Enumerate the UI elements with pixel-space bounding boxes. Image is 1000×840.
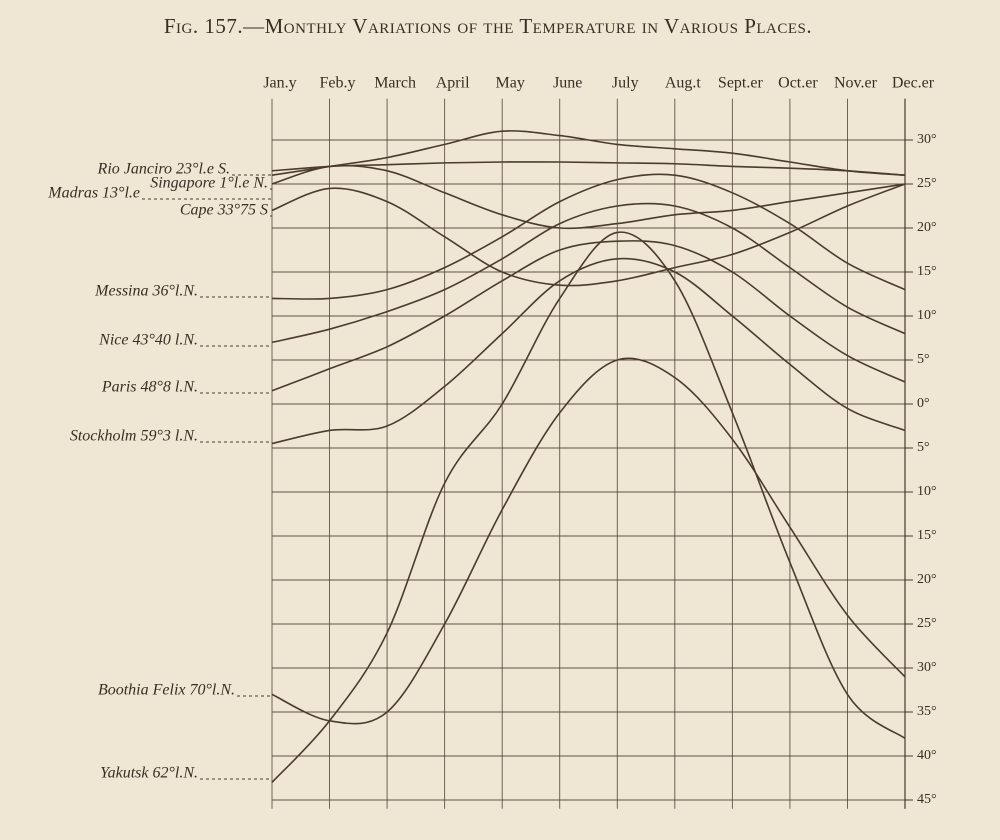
x-tick-label: Aug.t — [665, 75, 702, 92]
series-line — [271, 357, 906, 725]
x-tick-label: Oct.er — [778, 75, 818, 92]
x-tick-label: Dec.er — [892, 75, 935, 92]
series-line — [271, 130, 906, 176]
series-line — [271, 164, 906, 230]
y-tick-label: 5° — [917, 440, 930, 455]
y-tick-label: 0° — [917, 396, 930, 411]
y-tick-label: 30° — [917, 660, 937, 675]
series-line — [271, 173, 906, 300]
x-tick-label: July — [612, 75, 639, 92]
series-label: Nice 43°40 l.N. — [98, 332, 198, 349]
y-tick-label: 30° — [917, 132, 937, 147]
y-tick-label: 15° — [917, 264, 937, 279]
x-tick-label: May — [496, 75, 525, 92]
y-tick-label: 35° — [917, 704, 937, 719]
series-label: Rio Janciro 23°l.e S. — [97, 161, 230, 178]
x-tick-label: March — [374, 75, 416, 92]
series-line — [271, 257, 906, 445]
y-tick-label: 15° — [917, 528, 937, 543]
y-tick-label: 40° — [917, 748, 937, 763]
series-label: Madras 13°l.e — [47, 185, 140, 202]
x-tick-label: Feb.y — [320, 75, 356, 92]
series-label: Singapore 1°l.e N. — [150, 175, 268, 192]
series-label: Cape 33°75 S — [180, 202, 268, 219]
y-tick-label: 10° — [917, 484, 937, 499]
y-tick-label: 5° — [917, 352, 930, 367]
x-tick-label: April — [436, 75, 470, 92]
x-tick-label: June — [553, 75, 582, 92]
y-tick-label: 25° — [917, 176, 937, 191]
series-line — [271, 240, 906, 392]
y-tick-label: 25° — [917, 616, 937, 631]
series-line — [271, 231, 906, 783]
chart-title: Fig. 157.—Monthly Variations of the Temp… — [164, 14, 812, 38]
series-line — [271, 183, 906, 287]
series-label: Paris 48°8 l.N. — [101, 379, 198, 396]
x-tick-label: Jan.y — [263, 75, 296, 92]
x-tick-label: Nov.er — [834, 75, 878, 92]
series-line — [271, 161, 906, 176]
series-label: Yakutsk 62°l.N. — [100, 765, 198, 782]
series-label: Messina 36°l.N. — [94, 283, 198, 300]
x-tick-label: Sept.er — [718, 75, 764, 92]
y-tick-label: 10° — [917, 308, 937, 323]
y-tick-label: 20° — [917, 220, 937, 235]
y-tick-label: 20° — [917, 572, 937, 587]
series-label: Boothia Felix 70°l.N. — [98, 682, 235, 699]
series-line — [271, 202, 906, 344]
series-label: Stockholm 59°3 l.N. — [70, 428, 198, 445]
y-tick-label: 45° — [917, 792, 937, 807]
